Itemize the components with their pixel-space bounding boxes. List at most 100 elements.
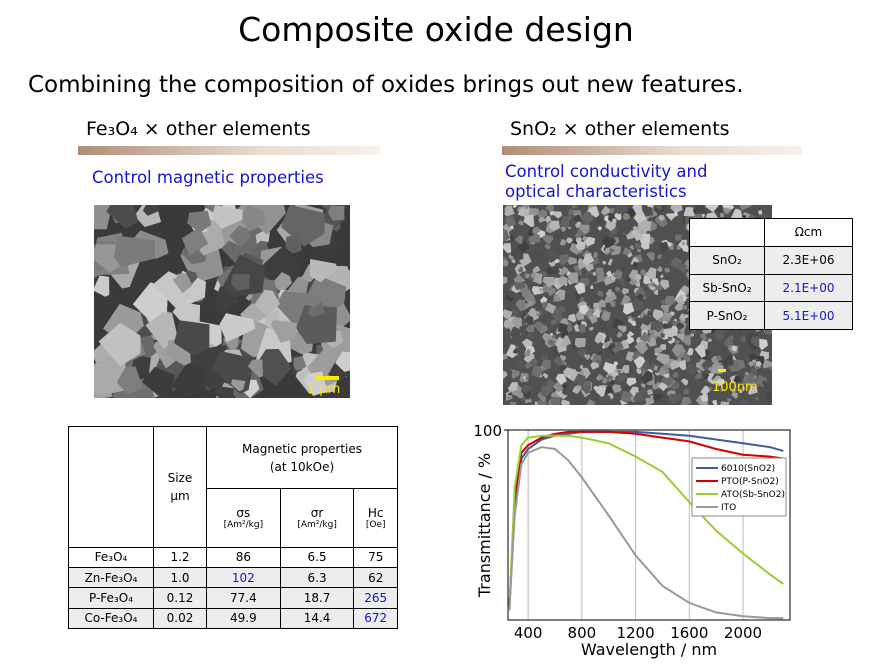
texture	[555, 373, 567, 385]
texture	[509, 326, 522, 340]
texture	[576, 240, 586, 251]
texture	[654, 347, 663, 355]
texture	[554, 211, 563, 219]
texture	[633, 375, 644, 385]
texture	[641, 361, 650, 371]
texture	[650, 321, 664, 333]
texture	[524, 273, 531, 279]
text: Hc	[367, 506, 384, 520]
texture	[533, 250, 544, 260]
texture	[524, 315, 534, 326]
cell: 1.2	[153, 546, 207, 568]
text: (at 10kOe)	[269, 459, 335, 474]
texture	[577, 323, 586, 334]
row: P-Fe₃O₄ 0.12 77.4 18.7 265	[68, 587, 398, 609]
texture	[515, 360, 524, 369]
texture	[554, 258, 560, 264]
texture	[621, 365, 630, 374]
texture	[585, 263, 595, 272]
texture	[503, 224, 512, 234]
texture	[541, 234, 554, 246]
texture	[518, 220, 524, 226]
texture	[629, 245, 635, 250]
cell	[689, 218, 765, 247]
cell: 2.1E+00	[764, 273, 853, 303]
texture	[532, 272, 543, 285]
cell: 102	[206, 566, 281, 589]
texture	[633, 392, 645, 403]
texture	[219, 313, 256, 343]
cell: 77.4	[206, 587, 281, 609]
texture	[659, 274, 664, 279]
texture	[187, 210, 212, 233]
legend-label: ATO(Sb-SnO2)	[721, 490, 785, 500]
texture	[597, 226, 603, 231]
texture	[605, 247, 611, 254]
texture	[731, 388, 737, 394]
chart: 400 800 1200 1600 2000 100 Wavelength / nm Tran…	[473, 422, 791, 659]
cell: 14.4	[279, 607, 355, 630]
texture	[664, 295, 677, 308]
texture	[549, 210, 556, 216]
texture	[503, 393, 506, 400]
texture	[604, 335, 611, 343]
texture	[643, 206, 654, 217]
x-axis-label: Wavelength / nm	[581, 640, 717, 659]
texture	[560, 216, 570, 229]
texture	[700, 385, 711, 396]
texture	[517, 266, 524, 273]
texture	[675, 339, 680, 345]
cell: 6.3	[279, 566, 355, 589]
texture	[212, 205, 243, 229]
texture	[648, 329, 654, 336]
texture	[609, 248, 615, 253]
heading-bar	[78, 146, 380, 155]
texture	[581, 211, 594, 225]
texture	[720, 388, 725, 393]
texture	[563, 367, 574, 378]
texture	[700, 393, 709, 403]
texture	[608, 244, 622, 256]
texture	[690, 332, 695, 337]
texture	[699, 332, 708, 342]
texture	[739, 335, 746, 343]
texture	[656, 266, 663, 273]
texture	[527, 300, 534, 307]
texture	[567, 272, 579, 284]
texture	[508, 382, 518, 392]
texture	[507, 289, 517, 299]
texture	[527, 309, 540, 321]
texture	[524, 362, 533, 369]
text: [Am²/kg]	[223, 520, 264, 530]
texture	[594, 335, 604, 344]
texture	[525, 376, 529, 380]
texture	[751, 359, 757, 364]
texture	[538, 288, 544, 293]
cell: 86	[206, 546, 281, 568]
texture	[546, 267, 554, 275]
texture	[568, 222, 575, 229]
texture	[551, 306, 562, 320]
texture	[677, 359, 687, 371]
texture	[658, 382, 668, 392]
cell: Ωcm	[764, 218, 853, 247]
texture	[503, 320, 513, 329]
x-tick-label: 1600	[670, 624, 708, 642]
texture	[661, 311, 673, 323]
texture	[552, 348, 559, 355]
texture	[142, 205, 159, 216]
texture	[609, 301, 616, 308]
row: Co-Fe₃O₄ 0.02 49.9 14.4 672	[68, 607, 398, 630]
cell: 5.1E+00	[764, 301, 853, 330]
texture	[510, 241, 516, 247]
texture	[726, 359, 734, 367]
cell: P-SnO₂	[689, 301, 765, 330]
texture	[560, 239, 566, 246]
texture	[619, 278, 625, 286]
texture	[588, 315, 598, 324]
texture	[630, 298, 642, 312]
texture	[181, 229, 209, 256]
texture	[547, 339, 555, 346]
texture	[681, 397, 692, 405]
text: Magnetic properties	[242, 441, 362, 456]
